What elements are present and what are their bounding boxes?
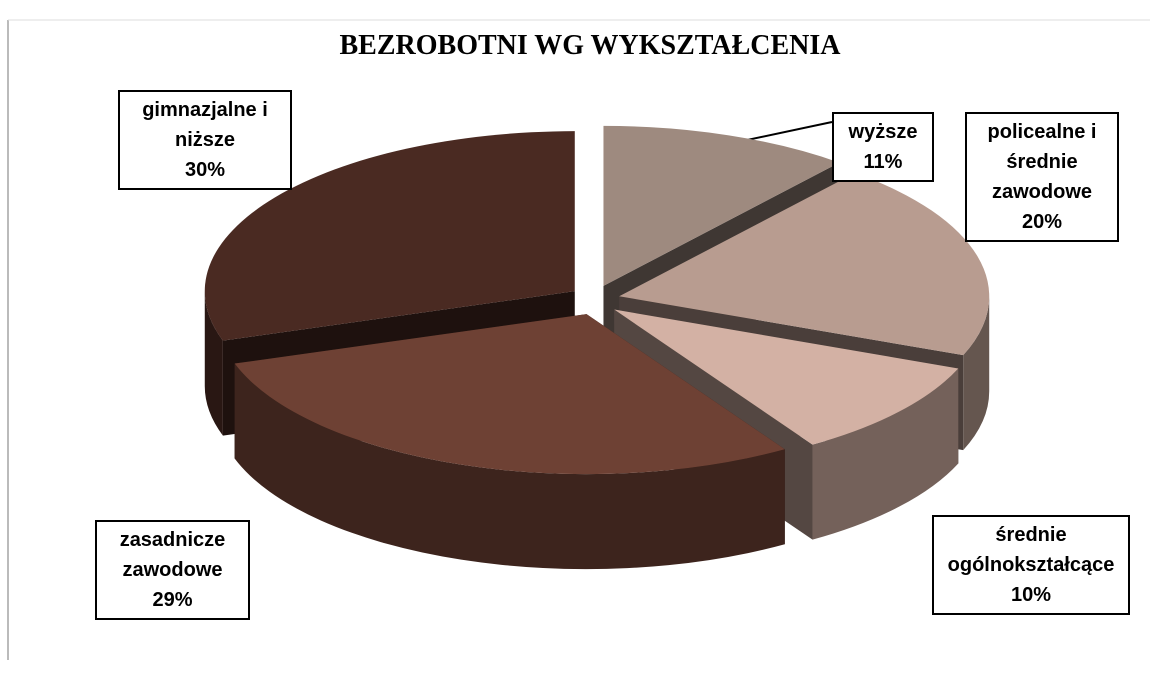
slice-side	[234, 363, 785, 570]
chart-title: BEZROBOTNI WG WYKSZTAŁCENIA	[339, 30, 841, 61]
label-category: średnie ogólnokształcące	[947, 524, 1115, 576]
data-label: średnie ogólnokształcące 10%	[932, 515, 1130, 615]
label-category: policealne i średnie zawodowe	[987, 121, 1097, 203]
slice-side	[812, 368, 959, 540]
slice	[614, 309, 959, 445]
label-value: 29%	[152, 589, 193, 611]
label-value: 20%	[1021, 211, 1063, 233]
label-category: gimnazjalne i niższe	[142, 99, 268, 151]
label-category: wyższe	[848, 121, 918, 143]
slice	[619, 172, 990, 356]
slice	[603, 125, 840, 286]
data-label: gimnazjalne i niższe 30%	[118, 90, 292, 190]
data-label: zasadnicze zawodowe 29%	[95, 520, 250, 620]
label-value: 30%	[184, 159, 226, 181]
slice	[234, 314, 785, 475]
slice-side	[963, 296, 990, 451]
data-label: policealne i średnie zawodowe 20%	[965, 112, 1119, 242]
label-category: zasadnicze zawodowe	[119, 529, 226, 581]
slice-side	[204, 291, 223, 436]
data-label: wyższe 11%	[832, 112, 934, 182]
label-value: 11%	[863, 151, 903, 173]
label-value: 10%	[1010, 584, 1052, 606]
slice	[204, 131, 575, 341]
